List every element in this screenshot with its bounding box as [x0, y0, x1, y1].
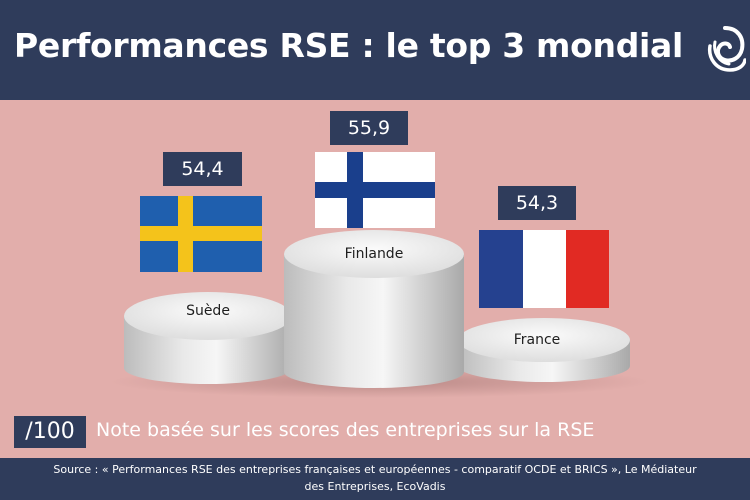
page-title: Performances RSE : le top 3 mondial: [14, 26, 684, 65]
unit-badge: /100: [14, 416, 86, 448]
source-line-2: des Entreprises, EcoVadis: [304, 480, 446, 493]
source-line-1: Source : « Performances RSE des entrepri…: [53, 463, 697, 476]
podium-finland: [284, 230, 464, 388]
source-footer: Source : « Performances RSE des entrepri…: [0, 458, 750, 500]
podium-sweden: [124, 292, 292, 384]
score-label-france: 54,3: [498, 186, 576, 220]
sweden-flag: [140, 196, 262, 272]
score-label-sweden: 54,4: [163, 152, 242, 186]
podium-france: [458, 318, 630, 382]
country-label-sweden: Suède: [186, 303, 230, 319]
finland-flag: [315, 152, 435, 228]
spiral-logo-icon: [707, 26, 746, 72]
country-label-france: France: [513, 332, 561, 348]
score-note: Note basée sur les scores des entreprise…: [96, 419, 595, 441]
podium-chart: [110, 152, 650, 398]
header-bar: Performances RSE : le top 3 mondial: [0, 0, 750, 100]
france-flag: [479, 230, 609, 308]
score-label-finland: 55,9: [330, 111, 408, 145]
country-label-finland: Finlande: [344, 246, 404, 262]
